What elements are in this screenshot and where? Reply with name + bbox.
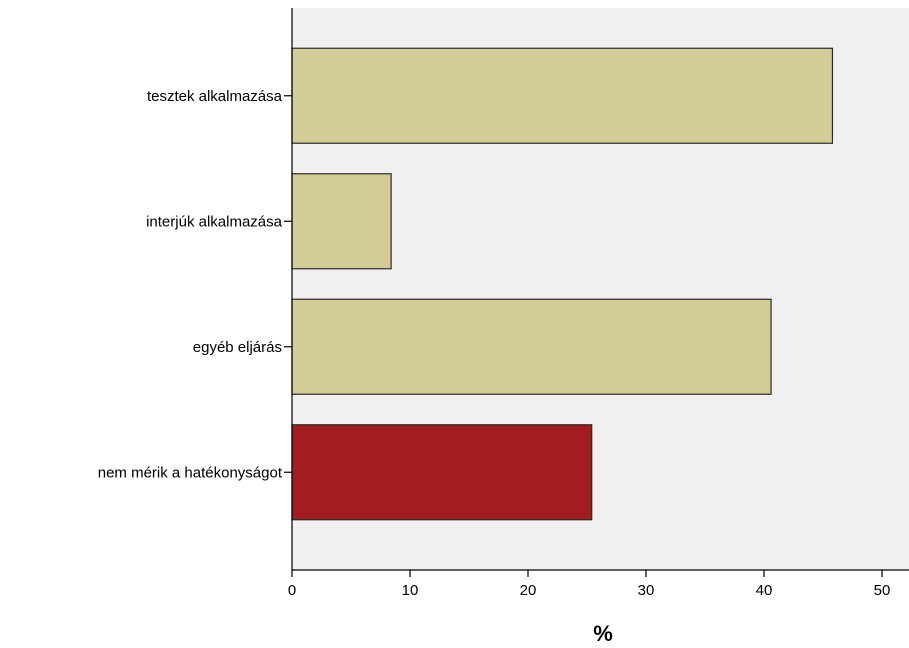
x-tick-label-3: 30 <box>638 582 655 599</box>
x-tick-label-5: 50 <box>874 582 891 599</box>
x-axis-ticks: 0 10 20 30 40 50 <box>288 570 891 599</box>
x-tick-label-2: 20 <box>520 582 537 599</box>
bar-1 <box>291 173 392 270</box>
y-axis-ticks: tesztek alkalmazása interjúk alkalmazása e… <box>98 88 292 481</box>
y-tick-label-3: nem mérik a hatékonyságot <box>98 464 283 481</box>
bar-0 <box>291 47 834 144</box>
x-tick-label-0: 0 <box>288 582 296 599</box>
y-tick-label-2: egyéb eljárás <box>193 339 282 356</box>
y-tick-label-1: interjúk alkalmazása <box>146 213 283 230</box>
x-tick-label-4: 40 <box>756 582 773 599</box>
bar-2 <box>291 298 772 395</box>
x-tick-label-1: 10 <box>402 582 419 599</box>
x-axis-title: % <box>593 621 613 646</box>
y-tick-label-0: tesztek alkalmazása <box>147 88 283 105</box>
bars <box>291 47 834 521</box>
bar-3 <box>291 424 593 521</box>
